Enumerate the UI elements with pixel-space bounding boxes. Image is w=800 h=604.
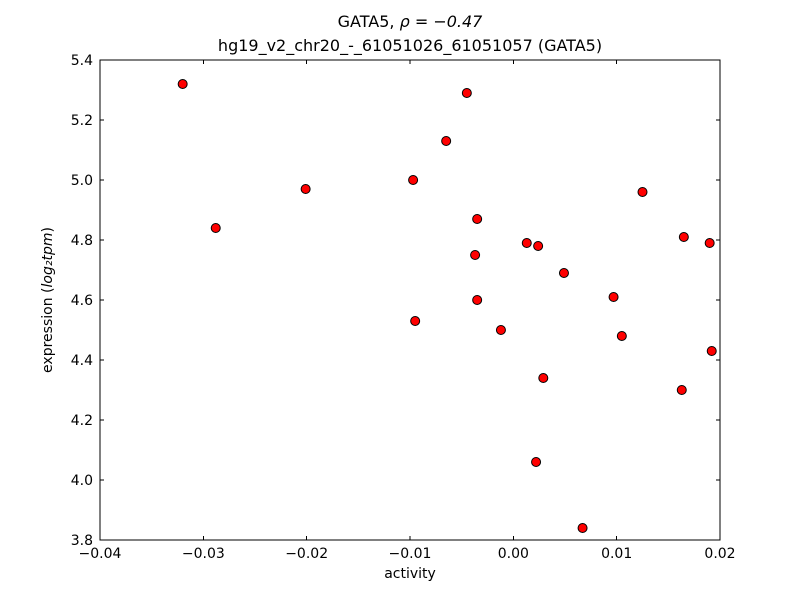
y-axis-label-prefix: expression ( <box>40 288 56 373</box>
plot-generated-layer: −0.04 −0.03 −0.02 −0.01 0.00 0.01 0.02 3.8 4.0 4.… <box>71 53 736 562</box>
data-point <box>210 223 221 233</box>
x-tick-label: 0.02 <box>704 546 735 562</box>
data-point <box>531 457 542 467</box>
data-point <box>177 79 188 89</box>
x-axis-label: activity <box>384 566 436 582</box>
y-tick-label: 4.6 <box>71 293 93 309</box>
data-point <box>558 268 569 278</box>
axes-frame <box>99 59 721 541</box>
y-axis-label-math: log₂tpm <box>40 233 56 288</box>
y-tick-label: 5.0 <box>71 173 93 189</box>
y-tick-label: 4.4 <box>71 353 93 369</box>
data-point <box>706 346 717 356</box>
x-tick-label: −0.02 <box>285 546 328 562</box>
data-point <box>704 238 715 248</box>
data-point <box>676 385 687 395</box>
plot-title-text: GATA5, <box>338 12 400 31</box>
data-point <box>521 238 532 248</box>
y-tick-label: 5.4 <box>71 53 93 69</box>
y-tick-label: 4.2 <box>71 413 93 429</box>
x-tick-label: −0.04 <box>79 546 122 562</box>
data-point <box>470 250 481 260</box>
data-point <box>300 184 311 194</box>
x-tick-label: −0.03 <box>182 546 225 562</box>
data-point <box>441 136 452 146</box>
y-axis-label-suffix: ) <box>40 227 56 232</box>
y-tick-label: 5.2 <box>71 113 93 129</box>
x-tick-label: 0.00 <box>498 546 529 562</box>
data-point <box>495 325 506 335</box>
x-tick-label: 0.01 <box>601 546 632 562</box>
plot-title-math: ρ = −0.47 <box>400 12 484 31</box>
y-tick-label: 4.0 <box>71 473 93 489</box>
data-point <box>637 187 648 197</box>
data-point <box>538 373 549 383</box>
y-axis-label: expression (log₂tpm) <box>40 227 56 373</box>
y-tick-label: 3.8 <box>71 533 93 549</box>
data-point <box>616 331 627 341</box>
data-point <box>461 88 472 98</box>
data-point <box>410 316 421 326</box>
x-tick-label: −0.01 <box>389 546 432 562</box>
data-point <box>608 292 619 302</box>
plot-subtitle: hg19_v2_chr20_-_61051026_61051057 (GATA5… <box>218 36 602 56</box>
y-tick-label: 4.8 <box>71 233 93 249</box>
data-point <box>408 175 419 185</box>
data-point <box>678 232 689 242</box>
data-point <box>472 295 483 305</box>
data-point <box>472 214 483 224</box>
data-point <box>577 523 588 533</box>
plot-title: GATA5, ρ = −0.47 <box>338 12 484 31</box>
data-point <box>533 241 544 251</box>
